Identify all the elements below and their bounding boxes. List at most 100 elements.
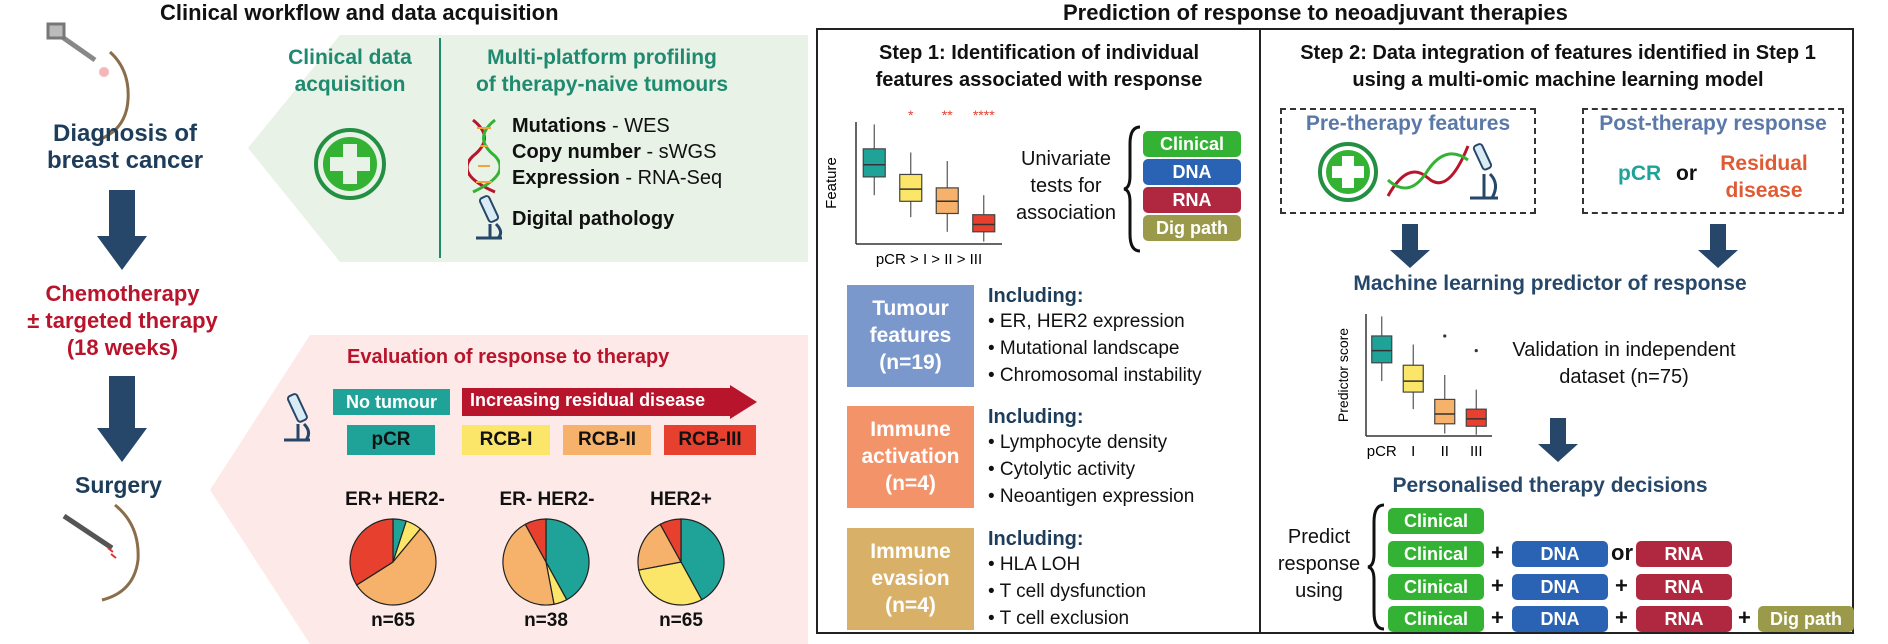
group-activation-list: Including: • Lymphocyte density • Cytoly… — [988, 406, 1194, 510]
row3-rna: RNA — [1636, 574, 1732, 600]
outlier-point — [1443, 334, 1447, 338]
row2-or: or — [1611, 540, 1633, 565]
significance-star: * — [908, 108, 914, 123]
category-rcb-ii: RCB-II — [563, 425, 651, 455]
box-0 — [1371, 335, 1393, 364]
pie-slice-pcr — [545, 518, 590, 601]
clinical-plus-icon — [1318, 142, 1378, 202]
pie-slice-pcr — [680, 518, 725, 601]
box-1 — [1402, 364, 1424, 393]
box-0 — [862, 148, 886, 178]
pie-label-1: ER+ HER2- — [345, 489, 445, 510]
category-rcb-i: RCB-I — [462, 425, 550, 455]
evaluation-title: Evaluation of response to therapy — [347, 346, 670, 368]
axis-label-y: Feature — [826, 157, 840, 209]
row1-clinical: Clinical — [1388, 508, 1484, 534]
univariate-label: Univariate tests for association — [1006, 146, 1126, 227]
curly-brace — [1123, 125, 1141, 253]
pre-therapy-icons — [1318, 142, 1498, 202]
arrow-validation — [1550, 418, 1566, 444]
row2-plus: + — [1491, 540, 1504, 565]
row3-clinical: Clinical — [1388, 574, 1484, 600]
step2-title: Step 2: Data integration of features ide… — [1266, 40, 1850, 94]
profile-mutations: Mutations - WES — [512, 115, 670, 137]
predict-brace — [1367, 503, 1385, 631]
pie-slice-rcb-iii — [659, 518, 682, 563]
increasing-residual-label: Increasing residual disease — [470, 390, 706, 410]
profile-digital-pathology: Digital pathology — [512, 208, 675, 230]
dna-icon — [1386, 145, 1470, 197]
category-rcb-iii: RCB-III — [664, 425, 756, 455]
univariate-line3: association — [1015, 202, 1117, 224]
increasing-residual-arrow — [462, 385, 757, 419]
arrow-pre — [1402, 224, 1418, 250]
pie-n-2: n=38 — [524, 610, 568, 631]
step2-arrows — [1390, 224, 1738, 462]
significance-star: ** — [942, 108, 953, 123]
group-activation-box: Immune activation (n=4) — [847, 406, 974, 508]
outcome-residual: Residual disease — [1720, 152, 1808, 202]
pie-er-pos — [349, 518, 437, 606]
group-activation-heading: Including: — [988, 406, 1084, 428]
row4-dna: DNA — [1512, 606, 1608, 632]
row4-plus: + — [1615, 605, 1628, 630]
pie-slice-rcb-ii — [637, 523, 682, 571]
pie-n-3: n=65 — [659, 610, 703, 631]
chemo-line3: (18 weeks) — [66, 335, 179, 360]
pie-slice-rcb-ii — [502, 523, 555, 606]
pie-label-2: ER- HER2- — [499, 489, 595, 510]
outlier-point — [1474, 349, 1478, 353]
post-therapy-label: Post-therapy response — [1599, 112, 1827, 135]
tick-label: II — [1441, 443, 1449, 460]
row4-rna: RNA — [1636, 606, 1732, 632]
step-surgery: Surgery — [75, 472, 162, 498]
diagnosis-line2: breast cancer — [46, 147, 204, 174]
tag-rna: RNA — [1143, 187, 1241, 213]
bullet-item: • HLA LOH — [988, 554, 1081, 575]
evaluation-microscope-icon — [284, 393, 311, 442]
row3-plus: + — [1491, 573, 1504, 598]
step2-title-line2: using a multi-omic machine learning mode… — [1352, 69, 1764, 91]
group-tumour-box: Tumour features (n=19) — [847, 285, 974, 387]
box-3 — [1465, 408, 1487, 427]
step2-title-line1: Step 2: Data integration of features ide… — [1300, 42, 1816, 64]
pie-n-1: n=65 — [371, 610, 415, 631]
bullet-item: • Chromosomal instability — [988, 365, 1202, 386]
bullet-item: • T cell exclusion — [988, 608, 1130, 629]
pie-slice-rcb-i — [638, 561, 703, 606]
microscope-icon — [1470, 143, 1498, 200]
dna-icon — [468, 118, 500, 194]
tick-label: pCR — [1367, 443, 1397, 460]
row4-clinical: Clinical — [1388, 606, 1484, 632]
bullet-item: • Mutational landscape — [988, 338, 1180, 359]
predict-label: Predict response using — [1277, 526, 1361, 602]
clinical-head-line2: acquisition — [294, 73, 406, 96]
clinical-plus-icon — [314, 128, 386, 200]
clinical-data-heading: Clinical data acquisition — [270, 44, 430, 98]
group-evasion-box: Immune evasion (n=4) — [847, 528, 974, 630]
univariate-line1: Univariate — [1020, 148, 1112, 170]
significance-star: **** — [973, 108, 995, 123]
profiling-list: Mutations - WES Copy number - sWGS Expre… — [512, 113, 722, 191]
right-panel-frame — [816, 28, 1854, 634]
outcome-pcr: pCR — [1618, 162, 1662, 185]
univariate-line2: tests for — [1030, 175, 1102, 197]
row2-dna: DNA — [1512, 541, 1608, 567]
box-3 — [972, 214, 996, 233]
arrow-chemo-to-surgery — [97, 376, 147, 462]
profiling-head-line2: of therapy-naive tumours — [475, 73, 729, 96]
tag-clinical: Clinical — [1143, 131, 1241, 157]
step1-title-line2: features associated with response — [875, 69, 1203, 91]
row3-dna: DNA — [1512, 574, 1608, 600]
scalpel-icon — [62, 503, 140, 602]
clinical-head-line1: Clinical data — [288, 46, 412, 69]
microscope-icon — [476, 195, 503, 240]
row2-clinical: Clinical — [1388, 541, 1484, 567]
pre-therapy-box — [1280, 108, 1536, 214]
biopsy-icon — [46, 22, 130, 142]
axis-label-x: pCR > I > II > III — [876, 251, 982, 268]
row4-plus: + — [1738, 605, 1751, 630]
tag-dig-path: Dig path — [1143, 215, 1241, 241]
feature-boxplot: Feature* ** ****pCR > I > II > III — [826, 108, 1002, 268]
